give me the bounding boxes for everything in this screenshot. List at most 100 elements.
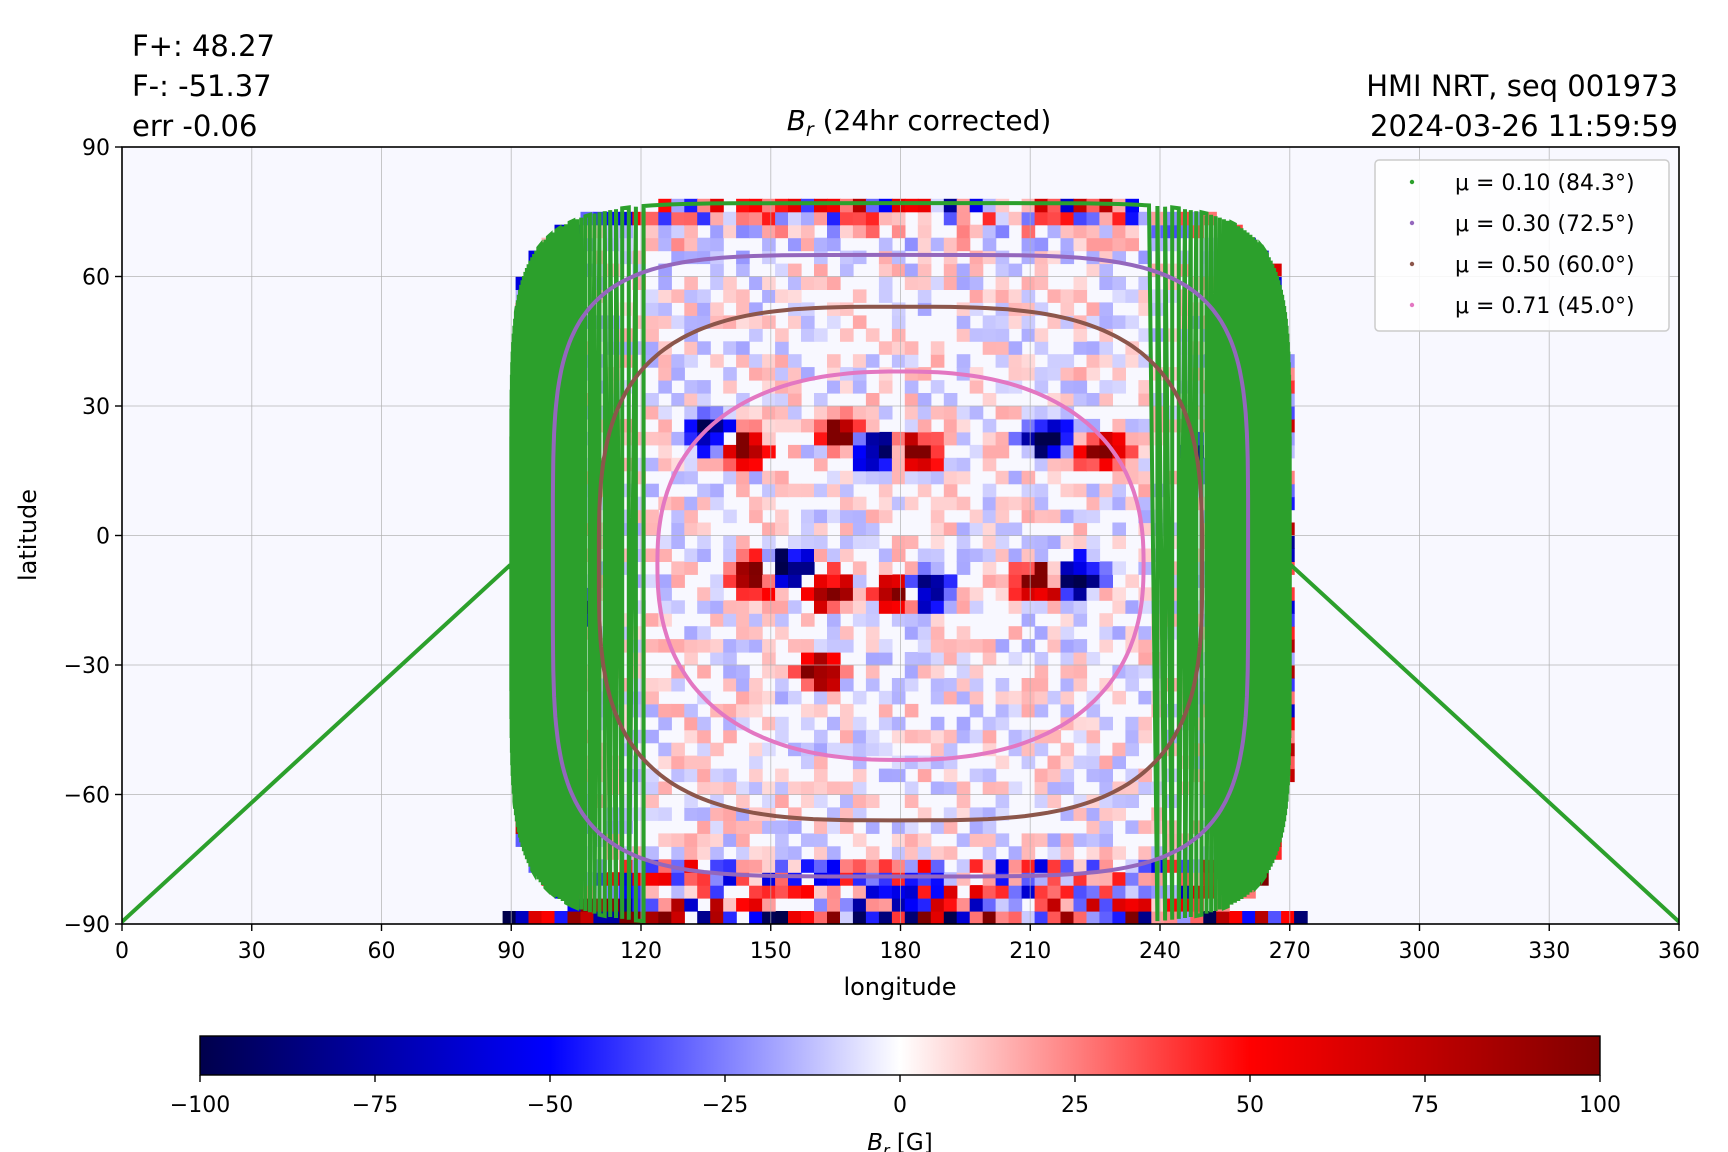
magnetogram-pixel — [943, 431, 958, 446]
magnetogram-pixel — [982, 237, 997, 252]
magnetogram-pixel — [645, 574, 659, 588]
magnetogram-pixel — [801, 483, 815, 498]
magnetogram-pixel — [878, 548, 893, 562]
magnetogram-pixel — [1047, 354, 1062, 368]
magnetogram-pixel — [943, 418, 958, 433]
magnetogram-pixel — [1060, 613, 1075, 627]
magnetogram-pixel — [852, 781, 867, 795]
magnetogram-pixel — [1255, 911, 1269, 924]
magnetogram-pixel — [943, 276, 958, 290]
magnetogram-pixel — [840, 781, 854, 795]
x-tick-label: 60 — [368, 939, 396, 964]
magnetogram-pixel — [865, 457, 880, 472]
magnetogram-pixel — [982, 561, 997, 575]
magnetogram-pixel — [1138, 665, 1152, 679]
magnetogram-pixel — [891, 354, 906, 368]
magnetogram-pixel — [736, 613, 750, 627]
magnetogram-pixel — [684, 846, 698, 860]
magnetogram-pixel — [671, 315, 685, 329]
magnetogram-pixel — [840, 574, 854, 588]
magnetogram-pixel — [930, 820, 945, 834]
magnetogram-pixel — [814, 418, 828, 433]
magnetogram-pixel — [904, 872, 919, 886]
magnetogram-pixel — [891, 911, 906, 924]
magnetogram-pixel — [904, 574, 919, 588]
magnetogram-pixel — [801, 652, 815, 666]
magnetogram-pixel — [891, 315, 906, 329]
magnetogram-pixel — [658, 678, 672, 692]
magnetogram-pixel — [788, 561, 802, 575]
magnetogram-pixel — [1021, 237, 1036, 252]
magnetogram-pixel — [658, 587, 672, 601]
magnetogram-pixel — [801, 703, 815, 718]
magnetogram-pixel — [865, 652, 880, 666]
magnetogram-pixel — [969, 703, 984, 718]
magnetogram-pixel — [684, 211, 698, 226]
magnetogram-pixel — [684, 626, 698, 640]
magnetogram-pixel — [749, 367, 763, 381]
magnetogram-pixel — [1099, 755, 1113, 770]
magnetogram-pixel — [684, 561, 698, 575]
magnetogram-pixel — [1086, 574, 1101, 588]
magnetogram-pixel — [930, 354, 945, 368]
magnetogram-pixel — [645, 729, 659, 744]
magnetogram-pixel — [1021, 911, 1036, 924]
magnetogram-pixel — [749, 444, 763, 459]
magnetogram-pixel — [671, 768, 685, 783]
magnetogram-pixel — [788, 444, 802, 459]
magnetogram-pixel — [684, 703, 698, 718]
magnetogram-pixel — [904, 846, 919, 860]
magnetogram-pixel — [1086, 768, 1101, 783]
magnetogram-pixel — [1060, 289, 1075, 303]
magnetogram-pixel — [891, 885, 906, 899]
magnetogram-pixel — [904, 535, 919, 549]
magnetogram-pixel — [969, 911, 984, 924]
magnetogram-pixel — [1034, 483, 1049, 498]
magnetogram-pixel — [775, 665, 789, 679]
magnetogram-pixel — [904, 354, 919, 368]
magnetogram-pixel — [1034, 600, 1049, 614]
magnetogram-pixel — [982, 846, 997, 860]
magnetogram-pixel — [878, 690, 893, 705]
magnetogram-pixel — [1034, 444, 1049, 459]
y-tick-label: −90 — [64, 913, 110, 938]
magnetogram-pixel — [801, 716, 815, 731]
magnetogram-pixel — [684, 224, 698, 239]
magnetogram-pixel — [1125, 678, 1139, 692]
magnetogram-pixel — [995, 690, 1010, 705]
magnetogram-pixel — [1047, 859, 1062, 873]
magnetogram-pixel — [697, 457, 711, 472]
magnetogram-pixel — [762, 716, 776, 731]
magnetogram-pixel — [852, 561, 867, 575]
magnetogram-pixel — [1086, 898, 1101, 912]
magnetogram-pixel — [762, 367, 776, 381]
magnetogram-pixel — [697, 626, 711, 640]
magnetogram-pixel — [658, 418, 672, 433]
magnetogram-pixel — [1008, 911, 1023, 924]
magnetogram-pixel — [1099, 898, 1113, 912]
magnetogram-pixel — [1060, 626, 1075, 640]
magnetogram-pixel — [1060, 703, 1075, 718]
magnetogram-pixel — [943, 872, 958, 886]
magnetogram-pixel — [891, 211, 906, 226]
magnetogram-pixel — [1034, 406, 1049, 420]
magnetogram-pixel — [1034, 341, 1049, 355]
magnetogram-pixel — [982, 315, 997, 329]
magnetogram-pixel — [762, 483, 776, 498]
magnetogram-pixel — [1060, 431, 1075, 446]
magnetogram-pixel — [1112, 846, 1126, 860]
magnetogram-pixel — [930, 613, 945, 627]
magnetogram-pixel — [904, 263, 919, 278]
magnetogram-pixel — [1073, 678, 1088, 692]
magnetogram-pixel — [775, 393, 789, 407]
colorbar-tick-label: −100 — [170, 1093, 230, 1118]
x-tick-label: 30 — [238, 939, 266, 964]
magnetogram-pixel — [645, 885, 659, 899]
magnetogram-pixel — [710, 911, 724, 924]
magnetogram-pixel — [1060, 911, 1075, 924]
magnetogram-pixel — [878, 276, 893, 290]
magnetogram-pixel — [710, 263, 724, 278]
magnetogram-pixel — [956, 781, 971, 795]
magnetogram-pixel — [956, 639, 971, 653]
magnetogram-pixel — [710, 354, 724, 368]
